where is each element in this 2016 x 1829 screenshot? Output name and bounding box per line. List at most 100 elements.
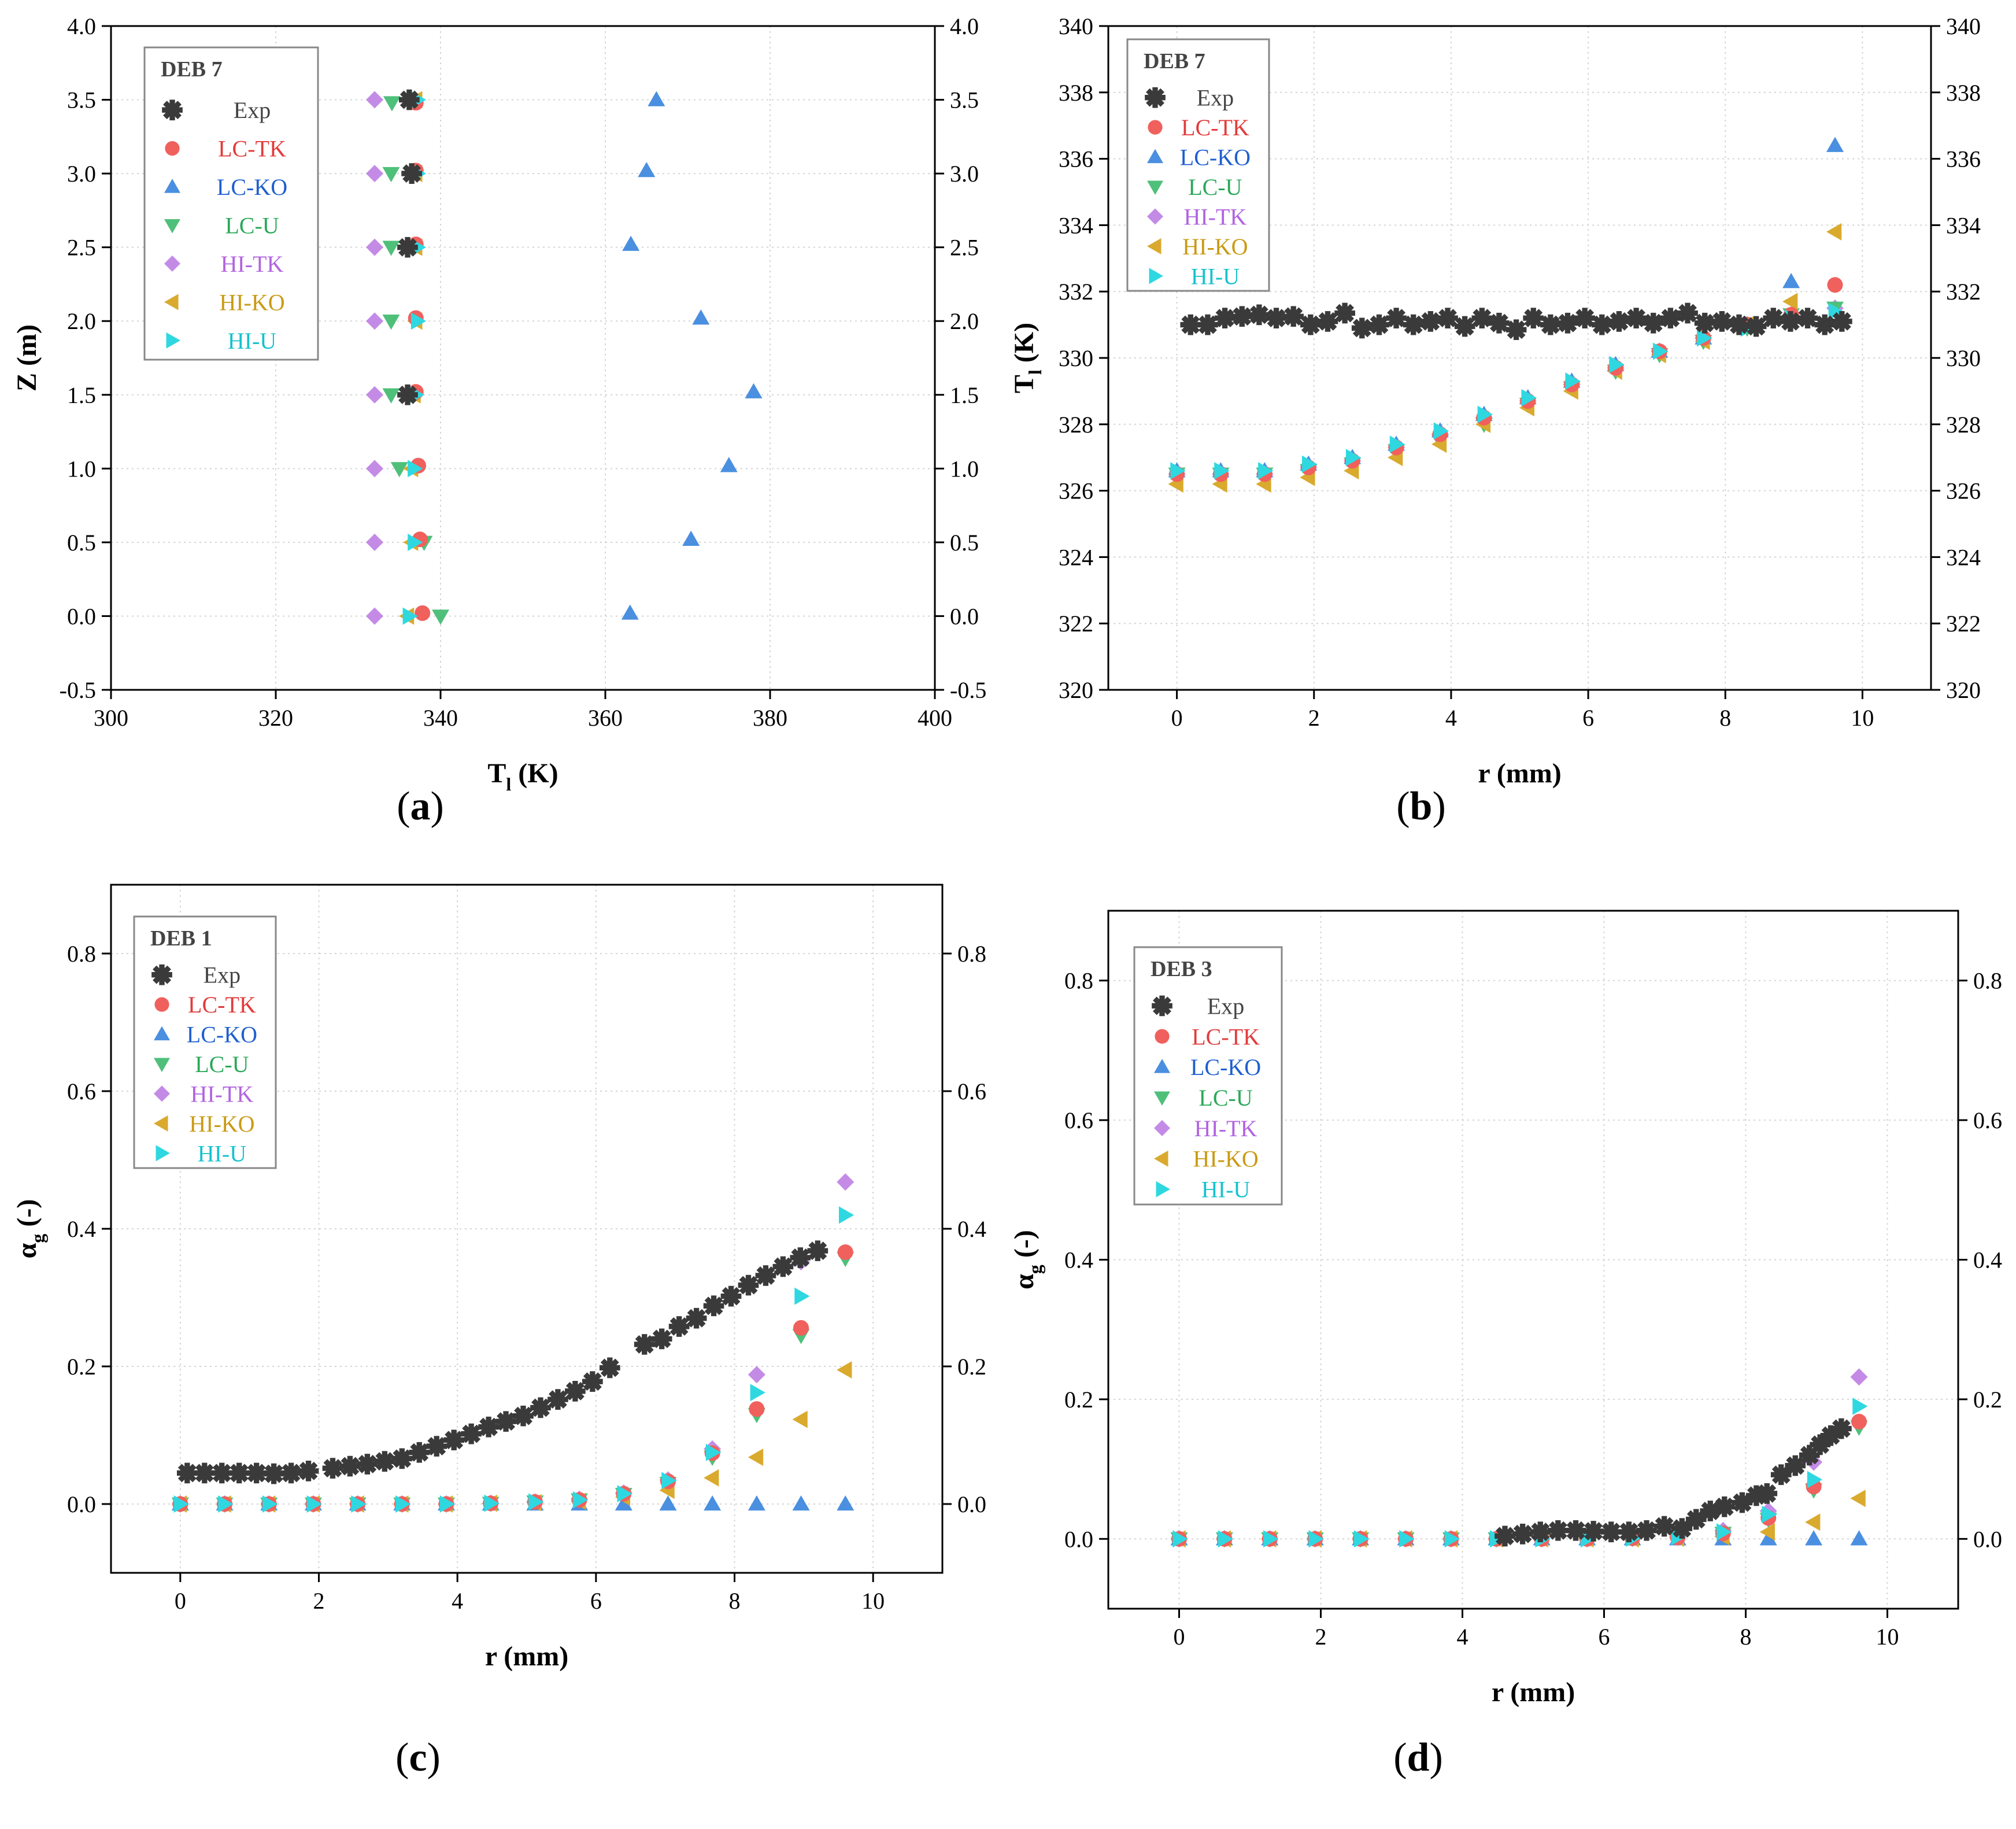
legend-label: Exp <box>1207 993 1244 1019</box>
point-exp <box>651 1328 672 1350</box>
y-tick-label-right: 2.5 <box>950 235 979 261</box>
point-exp <box>599 1357 620 1379</box>
series-exp <box>1180 302 1852 341</box>
x-axis-title: Tl (K) <box>487 758 558 795</box>
y-tick-label-right: -0.5 <box>950 677 986 703</box>
y-tick-label-right: 340 <box>1946 13 1981 39</box>
legend-label: LC-KO <box>187 1022 257 1048</box>
point-hi-ko <box>792 1410 808 1428</box>
legend-box <box>1133 946 1283 1206</box>
y-tick-label: 1.5 <box>67 382 96 408</box>
point-hi-u <box>1389 435 1405 453</box>
y-tick-label-right: 0.6 <box>957 1078 986 1104</box>
y-axis-title: Z (m) <box>12 324 42 391</box>
point-exp <box>298 1461 319 1481</box>
point-lc-u <box>382 314 400 330</box>
series-exp <box>397 89 422 405</box>
y-tick-label: 0.2 <box>67 1354 96 1380</box>
point-lc-ko <box>648 91 665 106</box>
y-tick-label: 326 <box>1059 478 1093 504</box>
legend: DEB 1 Exp LC-TK LC-KO LC-U HI-TK HI-KO HI-U <box>133 915 277 1169</box>
point-hi-u <box>408 533 423 551</box>
point-exp <box>1523 308 1544 328</box>
legend-item-hi-u: HI-U <box>156 1140 246 1166</box>
point-hi-u <box>1477 405 1493 423</box>
y-tick-label: 328 <box>1059 412 1093 438</box>
y-tick-label-right: 0.5 <box>950 530 979 556</box>
x-tick-label: 4 <box>452 1588 463 1614</box>
point-hi-u <box>1258 462 1274 480</box>
point-exp <box>374 1451 395 1472</box>
legend: DEB 3 Exp LC-TK LC-KO LC-U HI-TK HI-KO HI-U <box>1133 946 1283 1206</box>
series-exp <box>1495 1418 1852 1547</box>
point-exp <box>1249 304 1270 326</box>
point-hi-u <box>1308 1530 1324 1548</box>
y-tick-label-right: 0.0 <box>957 1491 986 1517</box>
y-tick-label: 334 <box>1059 212 1093 238</box>
point-exp <box>668 1316 690 1337</box>
point-hi-tk <box>366 91 383 109</box>
point-exp <box>176 1462 198 1484</box>
legend-item-lc-u: LC-U <box>1147 174 1242 200</box>
circle-icon <box>1155 1029 1170 1044</box>
point-exp <box>397 384 418 405</box>
triangle-down-icon <box>1154 1091 1170 1106</box>
y-tick-label-right: 0.0 <box>950 603 979 629</box>
point-hi-u <box>1852 1397 1868 1415</box>
point-exp <box>1583 1521 1604 1542</box>
x-tick-label: 10 <box>1876 1624 1899 1650</box>
point-exp <box>703 1295 724 1317</box>
series-exp <box>176 1240 828 1484</box>
legend-item-hi-tk: HI-TK <box>154 1081 253 1107</box>
point-exp <box>1600 1521 1622 1543</box>
y-tick-label: 0.6 <box>67 1078 96 1104</box>
legend-label: HI-TK <box>221 251 284 277</box>
point-lc-u <box>432 609 449 625</box>
legend-label: LC-TK <box>1192 1023 1260 1050</box>
y-tick-label-right: 322 <box>1946 611 1981 637</box>
point-exp <box>1548 1520 1569 1541</box>
point-exp <box>1685 1509 1707 1530</box>
asterisk-icon <box>151 964 172 985</box>
point-lc-u <box>383 96 401 112</box>
legend-title: DEB 1 <box>150 926 212 951</box>
point-hi-u <box>484 1494 500 1512</box>
point-hi-tk <box>366 312 383 330</box>
legend-label: HI-TK <box>1183 204 1246 230</box>
point-hi-u <box>262 1495 278 1513</box>
point-exp <box>322 1458 343 1479</box>
point-exp <box>1677 302 1698 324</box>
series-hi-u <box>1170 302 1844 480</box>
legend-label: LC-U <box>1198 1085 1252 1111</box>
point-lc-ko <box>1759 1530 1777 1546</box>
point-exp <box>1351 317 1373 339</box>
circle-icon <box>165 141 180 156</box>
point-exp <box>1714 1496 1735 1517</box>
y-tick-label: 340 <box>1059 13 1093 39</box>
x-tick-label: 320 <box>258 705 293 731</box>
y-tick-label-right: 0.2 <box>1973 1387 2002 1413</box>
y-tick-label: 2.0 <box>67 308 96 334</box>
legend-item-hi-tk: HI-TK <box>164 251 284 277</box>
point-exp <box>720 1285 742 1307</box>
y-tick-label: 0.0 <box>1064 1526 1093 1552</box>
legend-label: Exp <box>1197 85 1234 111</box>
point-exp <box>1831 1418 1852 1439</box>
y-tick-label: 2.5 <box>67 235 96 261</box>
point-exp <box>1608 311 1630 332</box>
y-axis-title: Tl (K) <box>1009 323 1045 393</box>
point-lc-ko <box>621 604 639 620</box>
triangle-left-icon <box>154 1115 168 1132</box>
point-hi-u <box>173 1495 189 1513</box>
point-exp <box>1368 314 1390 335</box>
y-tick-label-right: 334 <box>1946 212 1981 238</box>
point-lc-ko <box>720 457 738 472</box>
legend-item-lc-ko: LC-KO <box>154 1022 257 1048</box>
point-exp <box>790 1247 811 1268</box>
x-axis-title: r (mm) <box>485 1641 568 1672</box>
y-tick-label: 4.0 <box>67 13 96 39</box>
y-tick-label-right: 3.0 <box>950 161 979 187</box>
legend-item-lc-u: LC-U <box>1154 1085 1253 1111</box>
circle-icon <box>154 997 169 1012</box>
